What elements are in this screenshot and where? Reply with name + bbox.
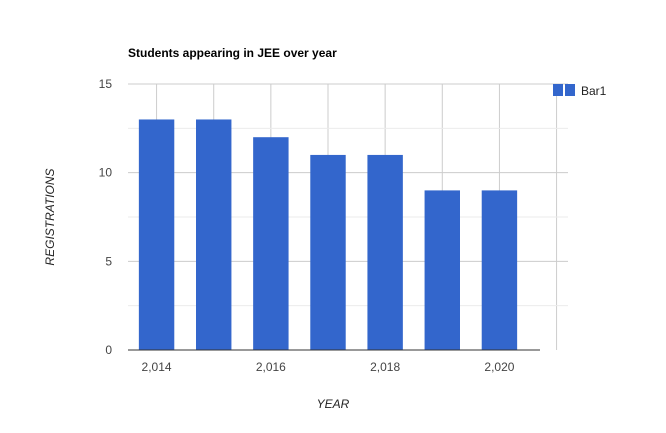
- y-tick-label: 0: [105, 343, 112, 357]
- bar-2018[interactable]: [367, 154, 403, 350]
- x-tick-label: 2,020: [484, 360, 514, 374]
- y-axis-title: REGISTRATIONS: [43, 168, 57, 265]
- x-tick-label: 2,018: [370, 360, 400, 374]
- y-tick-labels: 0 5 10 15: [99, 77, 113, 357]
- bars: [138, 119, 518, 350]
- x-tick-labels: 2,014 2,016 2,018 2,020: [142, 360, 515, 374]
- bar-2015[interactable]: [196, 119, 232, 350]
- y-tick-label: 10: [99, 166, 113, 180]
- y-tick-label: 5: [105, 254, 112, 268]
- x-tick-label: 2,016: [256, 360, 286, 374]
- legend[interactable]: Bar1: [553, 84, 607, 98]
- bar-2016[interactable]: [253, 137, 289, 350]
- bar-2020[interactable]: [481, 190, 518, 350]
- chart-title: Students appearing in JEE over year: [128, 46, 337, 60]
- y-tick-label: 15: [99, 77, 113, 91]
- x-tick-label: 2,014: [142, 360, 172, 374]
- x-axis-title: YEAR: [317, 397, 350, 411]
- bar-2019[interactable]: [424, 190, 460, 350]
- legend-label: Bar1: [581, 84, 607, 98]
- legend-swatch: [553, 84, 563, 96]
- legend-swatch-right: [565, 84, 575, 96]
- bar-2017[interactable]: [310, 154, 346, 350]
- bar-2014[interactable]: [138, 119, 175, 350]
